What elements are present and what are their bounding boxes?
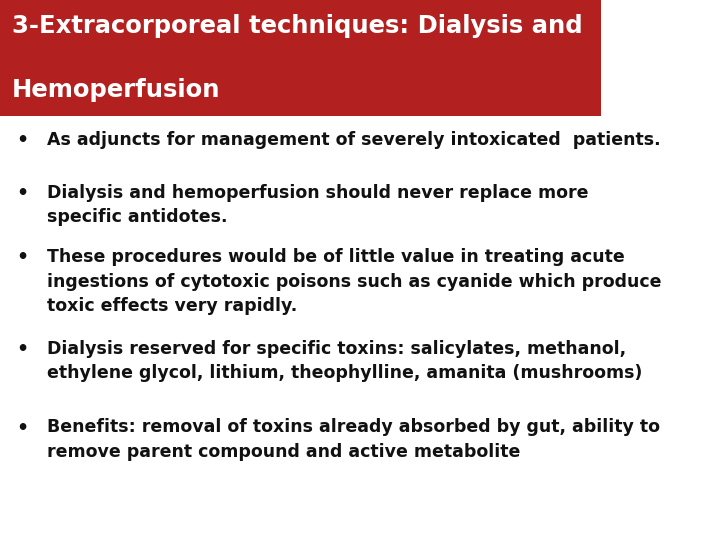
Text: •: • bbox=[16, 248, 28, 267]
Text: As adjuncts for management of severely intoxicated  patients.: As adjuncts for management of severely i… bbox=[47, 131, 660, 149]
Text: •: • bbox=[16, 184, 28, 202]
Text: These procedures would be of little value in treating acute
ingestions of cytoto: These procedures would be of little valu… bbox=[47, 248, 661, 315]
Text: Dialysis reserved for specific toxins: salicylates, methanol,
ethylene glycol, l: Dialysis reserved for specific toxins: s… bbox=[47, 340, 642, 382]
Text: •: • bbox=[16, 340, 28, 359]
Text: Benefits: removal of toxins already absorbed by gut, ability to
remove parent co: Benefits: removal of toxins already abso… bbox=[47, 418, 660, 461]
Text: •: • bbox=[16, 418, 28, 437]
Bar bbox=[0, 0, 601, 116]
Text: Dialysis and hemoperfusion should never replace more
specific antidotes.: Dialysis and hemoperfusion should never … bbox=[47, 184, 588, 226]
Text: 3-Extracorporeal techniques: Dialysis and: 3-Extracorporeal techniques: Dialysis an… bbox=[12, 14, 582, 37]
Text: •: • bbox=[16, 131, 28, 150]
Text: Hemoperfusion: Hemoperfusion bbox=[12, 78, 220, 102]
